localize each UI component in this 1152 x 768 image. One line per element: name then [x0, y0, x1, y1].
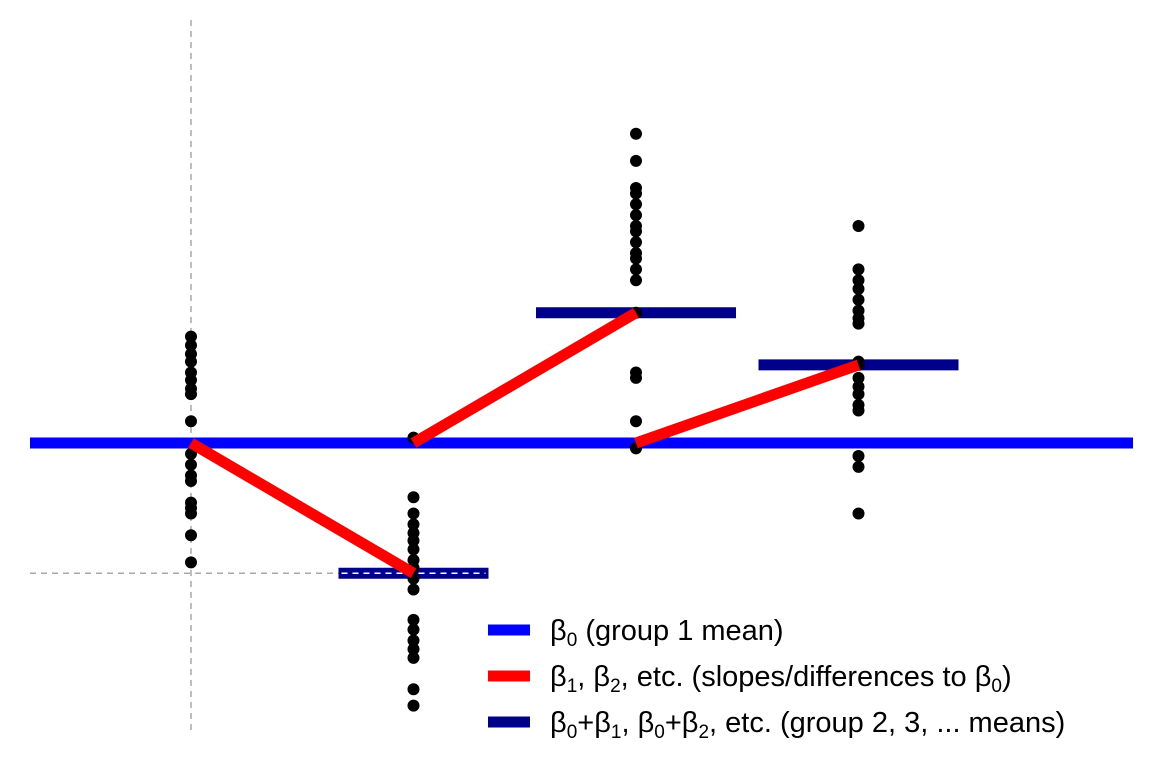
data-point: [407, 491, 420, 504]
data-point: [630, 263, 642, 276]
data-point: [407, 699, 420, 712]
data-point: [852, 507, 865, 520]
data-point: [185, 496, 197, 509]
difference-lines-layer: [188, 308, 861, 578]
data-point: [185, 469, 197, 482]
data-point: [630, 154, 642, 167]
data-point: [407, 583, 420, 596]
data-points-layer: [185, 127, 865, 712]
data-point: [630, 209, 642, 222]
data-point: [630, 415, 642, 428]
data-point: [852, 399, 865, 412]
data-point: [407, 527, 420, 540]
data-point: [407, 554, 420, 567]
data-point: [852, 263, 865, 276]
data-point: [630, 247, 642, 260]
data-point: [852, 371, 865, 384]
data-point: [852, 460, 865, 473]
data-point: [852, 282, 865, 295]
data-point: [407, 613, 420, 626]
data-point: [185, 556, 197, 569]
data-point: [852, 293, 865, 306]
legend-entry-differences: β1, β2, etc. (slopes/differences to β0): [488, 661, 1012, 697]
data-point: [407, 643, 420, 656]
data-point: [185, 330, 197, 343]
data-point: [630, 274, 642, 287]
legend-label: β0 (group 1 mean): [550, 615, 784, 651]
data-point: [852, 220, 865, 232]
data-point: [407, 507, 420, 520]
data-point: [407, 634, 420, 647]
data-point: [852, 274, 865, 287]
data-point: [630, 127, 642, 140]
data-point: [185, 348, 197, 361]
legend-label: β0+β1, β0+β2, etc. (group 2, 3, ... mean…: [550, 707, 1065, 743]
legend-entry-group-means: β0+β1, β0+β2, etc. (group 2, 3, ... mean…: [488, 707, 1065, 743]
data-point: [407, 683, 420, 696]
data-point: [852, 304, 865, 317]
data-point: [185, 366, 197, 379]
data-point: [185, 339, 197, 352]
data-point: [185, 529, 197, 542]
data-point: [630, 198, 642, 211]
data-point: [407, 651, 420, 664]
data-point: [407, 623, 420, 636]
data-point: [852, 380, 865, 393]
data-point: [407, 518, 420, 531]
difference-line: [634, 359, 861, 449]
reference-lines: [30, 20, 414, 735]
data-point: [630, 182, 642, 195]
legend-label: β1, β2, etc. (slopes/differences to β0): [550, 661, 1012, 697]
data-point: [407, 543, 420, 556]
data-point: [630, 220, 642, 232]
legend: β0 (group 1 mean) β1, β2, etc. (slopes/di…: [488, 615, 1065, 743]
data-point: [185, 382, 197, 395]
difference-line: [188, 438, 417, 578]
data-point: [185, 458, 197, 471]
data-point: [185, 415, 197, 428]
data-point: [852, 450, 865, 463]
data-point: [630, 366, 642, 379]
data-point: [630, 236, 642, 249]
difference-line: [410, 308, 639, 448]
legend-entry-group1-mean: β0 (group 1 mean): [488, 615, 784, 651]
